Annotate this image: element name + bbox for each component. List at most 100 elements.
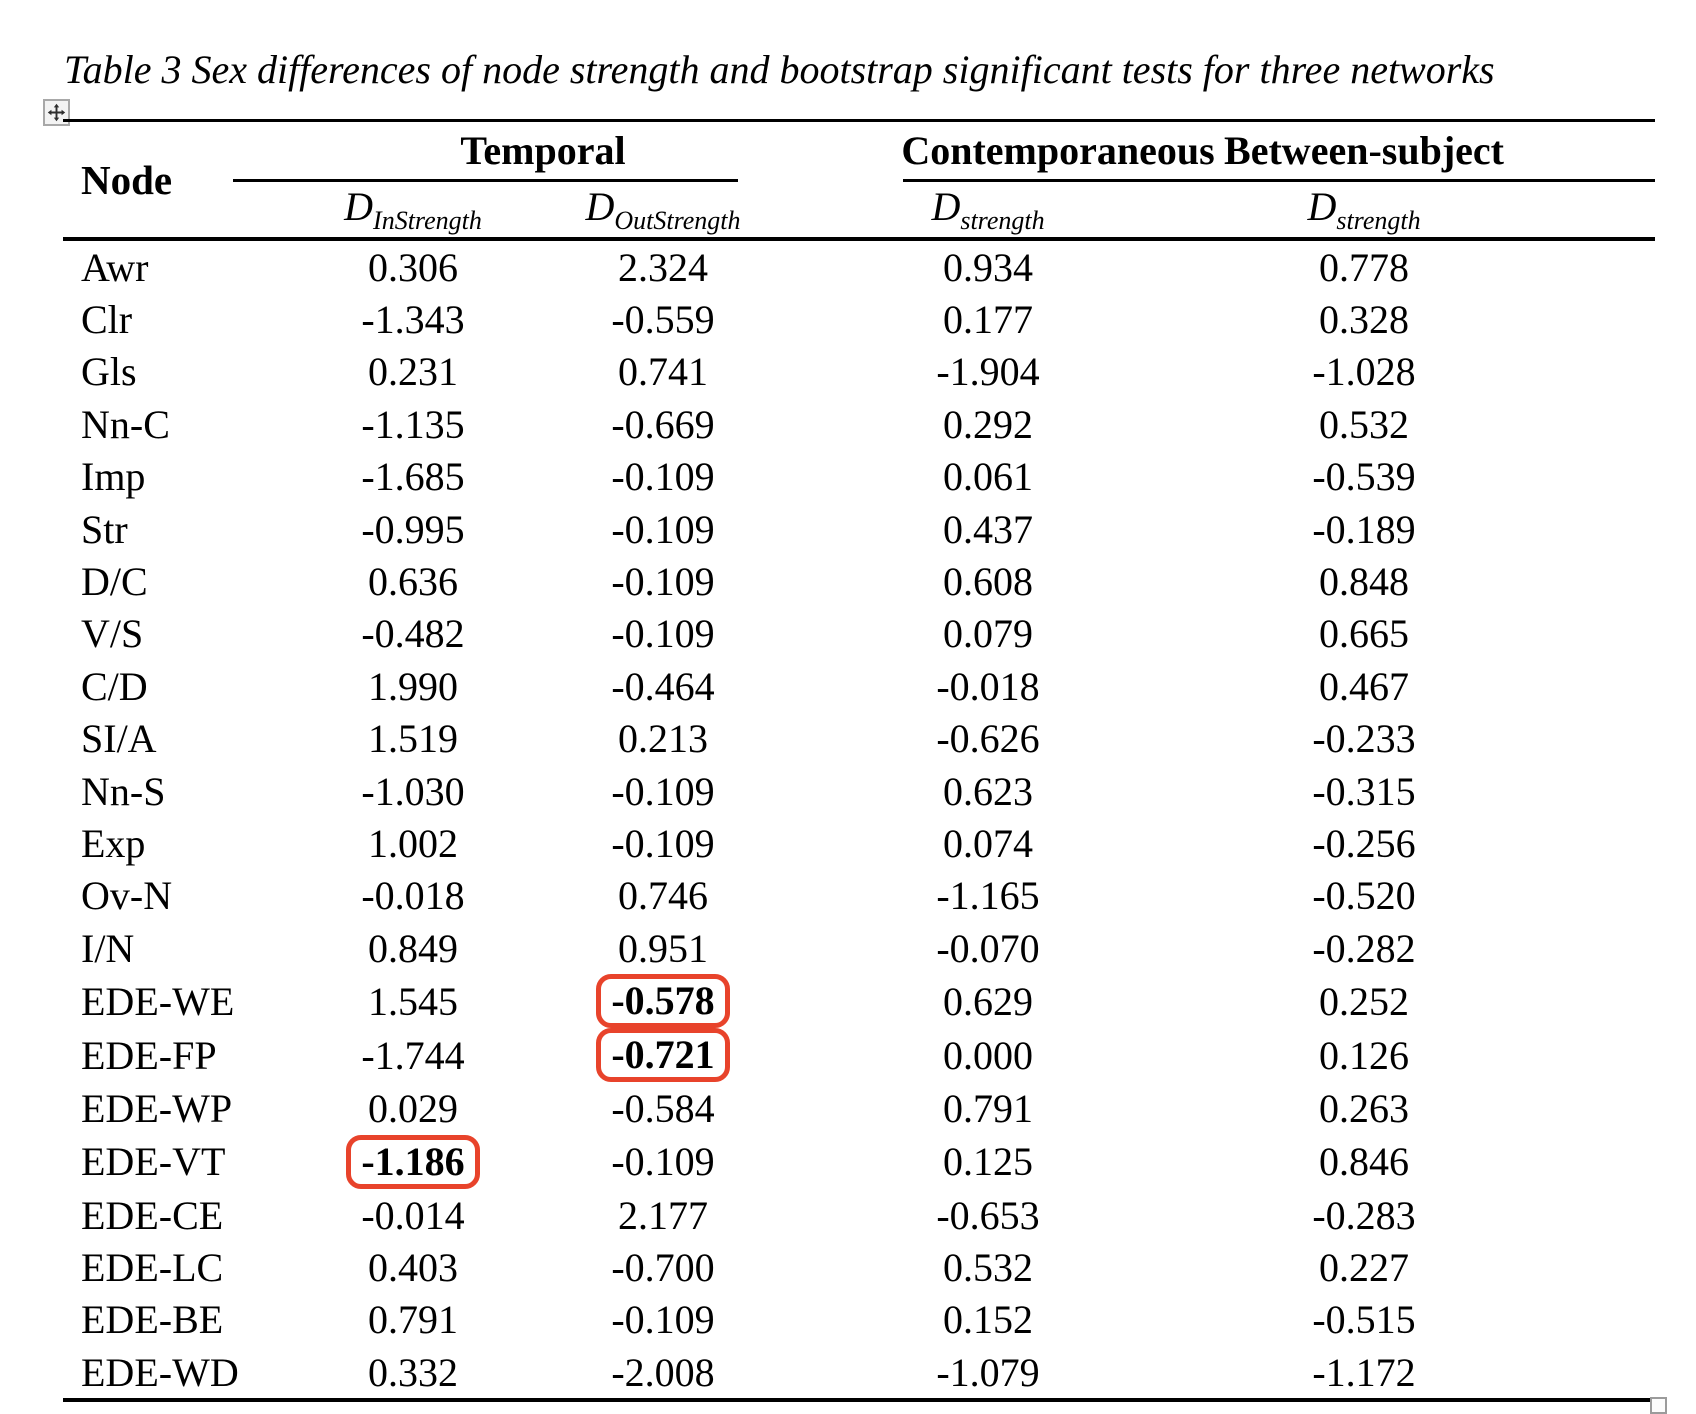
table-row: Imp -1.685 -0.109 0.061 -0.539 [63, 451, 1655, 503]
table-row: EDE-WP 0.029 -0.584 0.791 0.263 [63, 1082, 1655, 1134]
node-strength-table: Node Temporal Contemporaneous Between-su… [63, 119, 1656, 1403]
node-cell: Str [81, 506, 128, 552]
value-cell: 0.665 [1319, 611, 1410, 657]
value-cell: 0.227 [1319, 1244, 1410, 1290]
node-cell: EDE-FP [81, 1032, 217, 1078]
value-cell: 1.990 [368, 663, 458, 709]
value-cell: -0.669 [611, 401, 715, 447]
value-cell: -0.626 [936, 716, 1040, 762]
value-cell: 0.231 [368, 349, 458, 395]
table-row: EDE-WD 0.332 -2.008 -1.079 -1.172 [63, 1346, 1655, 1400]
table-row: I/N 0.849 0.951 -0.070 -0.282 [63, 922, 1655, 974]
value-cell: 0.532 [1319, 401, 1410, 447]
value-cell: -1.744 [361, 1032, 465, 1078]
value-cell: -0.578 [563, 974, 793, 1029]
value-cell: 0.848 [1319, 559, 1410, 605]
value-cell: 2.324 [618, 244, 708, 290]
measure-subscript: strength [960, 206, 1045, 235]
value-cell: 0.263 [1319, 1086, 1410, 1132]
measure-base: D [1307, 184, 1337, 229]
value-cell: 0.951 [618, 925, 708, 971]
value-cell: -0.700 [611, 1244, 715, 1290]
value-cell: -1.904 [936, 349, 1040, 395]
node-cell: I/N [81, 925, 135, 971]
value-cell: 0.636 [368, 559, 458, 605]
value-cell: -1.685 [361, 454, 465, 500]
value-cell: -0.315 [1312, 768, 1416, 814]
value-cell: -0.014 [361, 1192, 465, 1238]
table-row: SI/A 1.519 0.213 -0.626 -0.233 [63, 713, 1655, 765]
value-cell: -1.172 [1312, 1349, 1416, 1395]
value-cell: 0.849 [368, 925, 458, 971]
node-cell: V/S [81, 611, 144, 657]
value-cell: -0.283 [1312, 1192, 1416, 1238]
value-cell: -0.109 [611, 1139, 715, 1185]
group-header-row: Node Temporal Contemporaneous Between-su… [63, 120, 1656, 241]
table-row: EDE-FP -1.744 -0.721 0.000 0.126 [63, 1028, 1655, 1083]
value-cell: -0.653 [936, 1192, 1040, 1238]
node-cell: EDE-WE [81, 978, 235, 1024]
measure-base: D [931, 184, 961, 229]
measure-base: D [585, 184, 615, 229]
value-cell: 0.629 [943, 978, 1034, 1024]
node-cell: SI/A [81, 716, 157, 762]
value-cell: 0.791 [943, 1086, 1034, 1132]
table-resize-handle[interactable] [1650, 1397, 1667, 1414]
column-header-node: Node [63, 120, 233, 241]
table-caption: Table 3 Sex differences of node strength… [64, 47, 1495, 92]
value-cell: -0.539 [1312, 454, 1416, 500]
value-cell: -0.018 [936, 663, 1040, 709]
value-cell: 0.074 [943, 820, 1034, 866]
value-cell: 0.252 [1319, 978, 1410, 1024]
value-cell: -1.030 [361, 768, 465, 814]
column-header-d-strength-between: Dstrength [1213, 182, 1656, 241]
value-cell: -0.109 [611, 454, 715, 500]
table-row: Nn-S -1.030 -0.109 0.623 -0.315 [63, 765, 1655, 817]
value-cell: 1.519 [368, 716, 458, 762]
value-cell: -1.079 [936, 1349, 1040, 1395]
node-cell: Nn-S [81, 768, 166, 814]
group-header-between-subject: Between-subject [1213, 121, 1656, 182]
table-row: Str -0.995 -0.109 0.437 -0.189 [63, 503, 1655, 555]
node-cell: EDE-WD [81, 1349, 239, 1395]
value-cell: -1.186 [233, 1134, 563, 1189]
value-cell: -0.070 [936, 925, 1040, 971]
value-cell: 0.403 [368, 1244, 458, 1290]
value-cell: -0.109 [611, 1297, 715, 1343]
group-header-temporal: Temporal [233, 121, 793, 182]
node-cell: Awr [81, 244, 149, 290]
table-row: Gls 0.231 0.741 -1.904 -1.028 [63, 346, 1655, 398]
value-cell: 0.437 [943, 506, 1034, 552]
value-cell: -0.995 [361, 506, 465, 552]
value-cell: 0.079 [943, 611, 1034, 657]
value-cell: 0.152 [943, 1297, 1034, 1343]
value-cell: 0.741 [618, 349, 708, 395]
value-cell: 0.332 [368, 1349, 458, 1395]
value-cell: -0.515 [1312, 1297, 1416, 1343]
value-cell: -1.343 [361, 297, 465, 343]
table-move-handle[interactable] [43, 99, 70, 126]
table-row: Ov-N -0.018 0.746 -1.165 -0.520 [63, 870, 1655, 922]
value-cell: 0.778 [1319, 244, 1410, 290]
value-cell: 0.532 [943, 1244, 1034, 1290]
value-cell: 0.623 [943, 768, 1034, 814]
node-cell: Nn-C [81, 401, 170, 447]
column-header-d-outstrength: DOutStrength [563, 182, 794, 241]
node-cell: EDE-BE [81, 1297, 224, 1343]
value-cell: 0.029 [368, 1086, 458, 1132]
value-cell: 0.306 [368, 244, 458, 290]
value-cell: 0.061 [943, 454, 1034, 500]
value-cell: 2.177 [618, 1192, 708, 1238]
table-row: EDE-LC 0.403 -0.700 0.532 0.227 [63, 1241, 1655, 1293]
value-cell: -0.109 [611, 768, 715, 814]
value-cell: -1.135 [361, 401, 465, 447]
value-cell: -2.008 [611, 1349, 715, 1395]
value-cell: -0.109 [611, 611, 715, 657]
value-cell: 0.791 [368, 1297, 458, 1343]
column-header-d-instrength: DInStrength [233, 182, 563, 241]
value-cell: -0.233 [1312, 716, 1416, 762]
value-cell: -1.165 [936, 873, 1040, 919]
group-header-contemporaneous: Contemporaneous [793, 121, 1215, 182]
table-row: Nn-C -1.135 -0.669 0.292 0.532 [63, 398, 1655, 450]
value-cell: -0.584 [611, 1086, 715, 1132]
